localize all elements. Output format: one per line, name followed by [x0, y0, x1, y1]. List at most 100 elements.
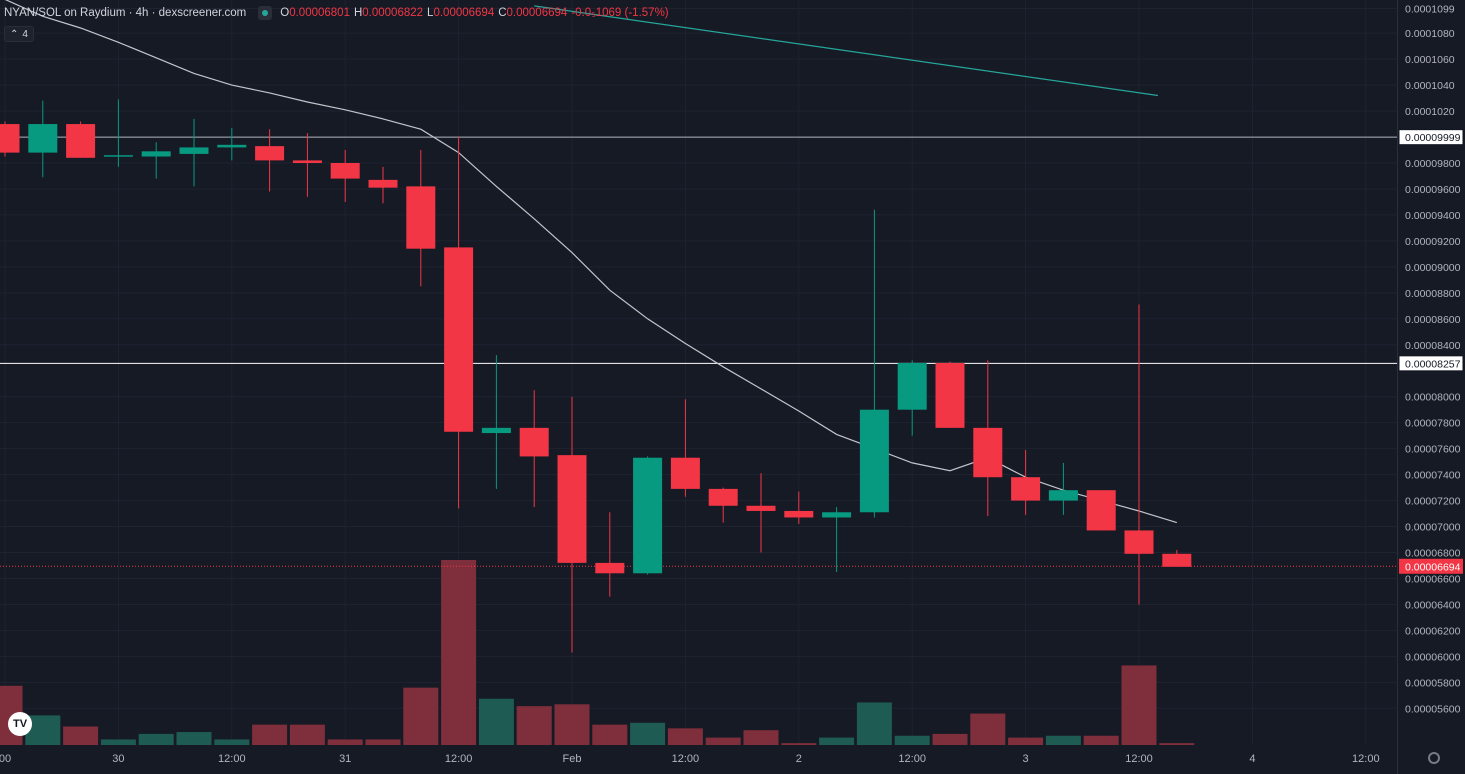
x-tick-label: 4: [1249, 753, 1255, 765]
indicators-toggle-button[interactable]: ⌃ 4: [4, 26, 34, 42]
x-tick-label: 31: [339, 753, 351, 765]
candle-body: [519, 427, 549, 457]
y-tick-label: 0.00005600: [1405, 703, 1461, 715]
price-label: 0.00008257: [1405, 358, 1461, 370]
y-tick-label: 0.00009200: [1405, 236, 1461, 248]
candle-body: [217, 144, 247, 148]
y-tick-label: 0.0001060: [1405, 54, 1455, 66]
y-tick-label: 0.00008600: [1405, 314, 1461, 326]
volume-bar: [1045, 735, 1081, 745]
candle-body: [28, 124, 58, 153]
close-value: 0.00006694: [506, 7, 568, 19]
volume-bar: [781, 743, 817, 745]
volume-bar: [932, 733, 968, 745]
y-tick-label: 0.00009400: [1405, 210, 1461, 222]
volume-bar: [176, 732, 212, 745]
chart-legend: NYAN/SOL on Raydium · 4h · dexscreener.c…: [4, 6, 673, 20]
y-tick-label: 0.0001080: [1405, 28, 1455, 40]
x-tick-label: 00: [0, 753, 11, 765]
x-tick-label: 12:00: [898, 753, 926, 765]
candle-body: [179, 147, 209, 154]
candle-body: [444, 247, 474, 432]
volume-bar: [1008, 737, 1044, 745]
eye-icon[interactable]: [258, 6, 273, 20]
candle-body: [1086, 490, 1116, 531]
symbol-title[interactable]: NYAN/SOL on Raydium · 4h · dexscreener.c…: [4, 7, 247, 19]
candle-body: [103, 155, 133, 157]
volume-bar: [630, 722, 666, 745]
volume-bar: [819, 737, 855, 745]
volume-bar: [252, 724, 288, 745]
volume-bar: [441, 560, 477, 745]
volume-bar: [705, 737, 741, 745]
y-tick-label: 0.00009600: [1405, 184, 1461, 196]
volume-bar: [1159, 743, 1195, 745]
candle-body: [746, 505, 776, 511]
volume-bar: [63, 726, 99, 745]
candle-body: [897, 362, 927, 410]
volume-bar: [289, 724, 325, 745]
volume-bar: [1083, 735, 1119, 745]
candle-body: [368, 179, 398, 188]
volume-bar: [100, 739, 136, 745]
candle-body: [973, 427, 1003, 478]
price-axis[interactable]: 0.0001099 0.0001080 0.0001060 0.0001040 0.00…: [1398, 3, 1464, 715]
y-tick-label: 0.00008800: [1405, 288, 1461, 300]
open-label: O: [280, 7, 290, 19]
candle-body: [633, 457, 663, 574]
low-label: L: [427, 7, 434, 19]
tradingview-logo-icon[interactable]: TV: [8, 712, 32, 736]
candle-body: [859, 409, 889, 513]
volume-bar: [894, 735, 930, 745]
candle-body: [708, 488, 738, 506]
candle-body: [255, 146, 285, 161]
y-tick-label: 0.00006800: [1405, 548, 1461, 560]
y-tick-label: 0.00008400: [1405, 340, 1461, 352]
x-tick-label: Feb: [563, 753, 582, 765]
gear-icon[interactable]: [1428, 752, 1440, 764]
volume-bar: [592, 724, 628, 745]
volume-bar: [327, 739, 363, 745]
time-axis[interactable]: 00 30 12:00 31 12:00 Feb 12:00 2 12:00 3 12:00 4 12:…: [0, 753, 1380, 765]
candle-body: [1162, 553, 1192, 567]
volume-bar: [743, 730, 779, 745]
volume-bar: [516, 706, 552, 745]
high-value: 0.00006822: [362, 7, 424, 19]
y-tick-label: 0.0001099: [1405, 3, 1455, 15]
y-tick-label: 0.00006000: [1405, 651, 1461, 663]
candle-body: [66, 124, 96, 158]
candle-body: [1011, 477, 1041, 501]
chart-grid: [0, 0, 1398, 774]
indicator-count: 4: [22, 28, 28, 40]
x-tick-label: 30: [112, 753, 124, 765]
open-value: 0.00006801: [289, 7, 350, 19]
y-tick-label: 0.0001040: [1405, 80, 1455, 92]
x-tick-label: 12:00: [672, 753, 700, 765]
volume-bar: [138, 733, 174, 745]
y-tick-label: 0.00007000: [1405, 522, 1461, 534]
close-label: C: [498, 7, 507, 19]
y-tick-label: 0.00009000: [1405, 262, 1461, 274]
volume-bar: [667, 728, 703, 745]
y-tick-label: 0.00006400: [1405, 599, 1461, 611]
x-tick-label: 3: [1023, 753, 1029, 765]
candle-body: [141, 151, 171, 157]
candle-body: [822, 512, 852, 518]
volume-bar: [554, 704, 590, 745]
candle-body: [670, 457, 700, 489]
volume-bar: [365, 739, 401, 745]
price-label-box: [1398, 355, 1464, 372]
x-tick-label: 12:00: [1352, 753, 1380, 765]
x-tick-label: 2: [796, 753, 802, 765]
x-tick-label: 12:00: [218, 753, 246, 765]
ma-slow-line: [534, 5, 1158, 97]
candle-body: [1124, 530, 1154, 554]
volume-bars: [0, 560, 1195, 745]
y-tick-label: 0.00005800: [1405, 677, 1461, 689]
volume-bar: [856, 702, 892, 745]
chevron-up-icon: ⌃: [10, 28, 19, 40]
high-label: H: [353, 7, 363, 19]
y-tick-label: 0.00007400: [1405, 470, 1461, 482]
candles: [0, 99, 1192, 653]
